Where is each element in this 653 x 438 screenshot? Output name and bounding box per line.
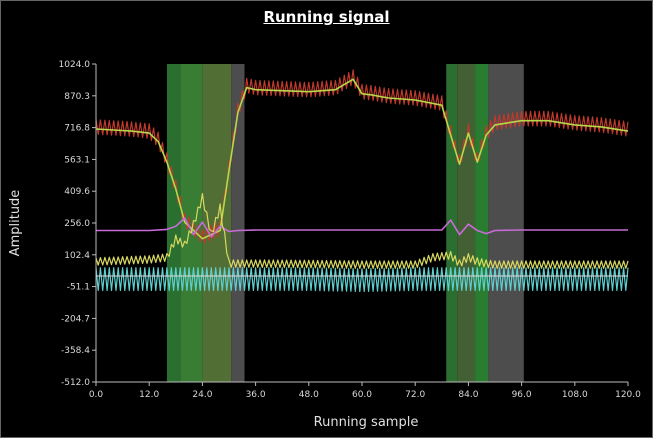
y-tick-label: 1024.0 <box>59 60 91 70</box>
x-tick-label: 36.0 <box>246 390 266 400</box>
x-tick-label: 108.0 <box>562 390 588 400</box>
x-tick-label: 12.0 <box>139 390 159 400</box>
y-tick-label: -51.1 <box>67 283 90 293</box>
y-tick-label: 409.6 <box>64 187 90 197</box>
x-tick-label: 0.0 <box>89 390 104 400</box>
y-tick-label: 256.0 <box>64 219 90 229</box>
y-tick-label: 870.3 <box>64 92 90 102</box>
highlight-region-2 <box>202 64 232 382</box>
highlight-region-3 <box>231 64 245 382</box>
highlight-regions <box>166 64 524 382</box>
x-tick-labels: 0.0 12.0 24.0 36.0 48.0 60.0 72.0 84.0 96.0 108.0… <box>89 390 641 400</box>
x-tick-label: 24.0 <box>192 390 212 400</box>
y-tick-label: 102.4 <box>64 251 90 261</box>
y-tick-label: -204.7 <box>61 314 90 324</box>
highlight-region-7 <box>488 64 524 382</box>
series-lines <box>95 69 629 293</box>
x-tick-label: 96.0 <box>512 390 532 400</box>
x-tick-label: 84.0 <box>458 390 478 400</box>
x-tick-label: 72.0 <box>405 390 425 400</box>
x-tick-label: 120.0 <box>615 390 641 400</box>
series-line-4 <box>95 267 629 293</box>
axes <box>92 63 629 386</box>
y-tick-label: 716.8 <box>64 124 90 134</box>
highlight-region-1 <box>180 64 203 382</box>
series-line-2 <box>96 217 628 238</box>
y-tick-label: -512.0 <box>61 378 90 388</box>
series-line-1 <box>95 78 629 240</box>
y-tick-label: 563.1 <box>64 155 90 165</box>
x-tick-label: 60.0 <box>352 390 372 400</box>
chart-title: Running signal <box>263 8 390 26</box>
x-axis-label: Running sample <box>314 415 419 430</box>
highlight-region-0 <box>166 64 181 382</box>
series-line-0 <box>95 69 629 244</box>
x-tick-label: 48.0 <box>299 390 319 400</box>
highlight-region-6 <box>475 64 489 382</box>
series-line-3 <box>95 193 629 269</box>
highlight-region-5 <box>457 64 476 382</box>
y-tick-labels: 1024.0 870.3 716.8 563.1 409.6 256.0 102.4 -51.… <box>59 60 91 388</box>
y-tick-label: -358.4 <box>61 346 90 356</box>
y-axis-label: Amplitude <box>8 190 23 257</box>
